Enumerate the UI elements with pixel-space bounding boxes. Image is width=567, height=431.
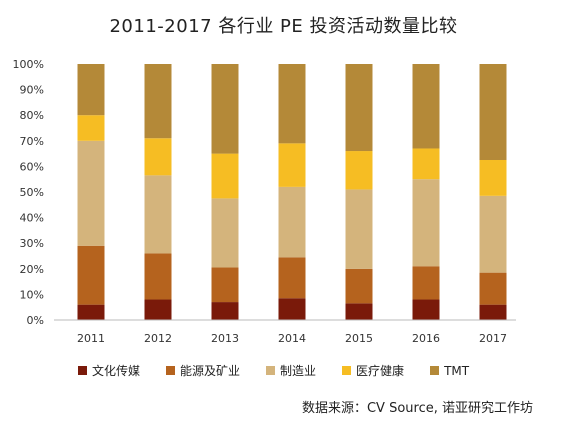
y-tick-label: 10%: [20, 288, 44, 301]
bar-segment-2015-s1: [345, 268, 373, 304]
bar-segment-2014-s4: [278, 64, 306, 144]
y-tick-label: 50%: [20, 186, 44, 199]
legend-item: 能源及矿业: [166, 362, 240, 379]
bar-segment-2011-s3: [77, 115, 105, 141]
legend-item: 制造业: [266, 362, 316, 379]
bar-segment-2016-s1: [412, 266, 440, 300]
legend-swatch: [78, 366, 87, 375]
bar-segment-2016-s4: [412, 64, 440, 149]
y-tick-label: 20%: [20, 263, 44, 276]
y-tick-label: 30%: [20, 237, 44, 250]
bar-segment-2011-s2: [77, 140, 105, 246]
source-note: 数据来源：CV Source, 诺亚研究工作坊: [301, 401, 533, 416]
legend: 文化传媒 能源及矿业 制造业 医疗健康 TMT: [78, 362, 469, 379]
bar-segment-2017-s1: [479, 272, 507, 305]
bar-segment-2013-s3: [211, 153, 239, 199]
legend-item: 文化传媒: [78, 362, 140, 379]
legend-swatch: [342, 366, 352, 375]
legend-label: 能源及矿业: [180, 364, 241, 378]
x-tick-label: 2017: [479, 332, 507, 345]
x-tick-label: 2012: [144, 332, 172, 345]
y-tick-label: 100%: [13, 58, 44, 71]
x-tick-label: 2013: [211, 332, 239, 345]
legend-swatch: [166, 366, 176, 375]
bar-segment-2016-s0: [412, 299, 440, 320]
bar-segment-2012-s1: [144, 253, 172, 300]
x-tick-label: 2015: [345, 332, 373, 345]
bar-segment-2016-s2: [412, 179, 440, 267]
y-tick-label: 0%: [27, 314, 44, 327]
x-tick-label: 2011: [77, 332, 105, 345]
bar-segment-2015-s0: [345, 303, 373, 320]
bar-segment-2013-s0: [211, 302, 239, 320]
legend-item: TMT: [430, 364, 469, 378]
bar-segment-2014-s3: [278, 143, 306, 187]
legend-label: 文化传媒: [92, 364, 141, 378]
bar-segment-2017-s4: [479, 64, 507, 160]
bar-segment-2017-s0: [479, 304, 507, 320]
bar-segment-2013-s2: [211, 198, 239, 268]
legend-swatch: [266, 366, 276, 375]
chart-title: 2011-2017 各行业 PE 投资活动数量比较: [109, 16, 458, 37]
bar-segment-2011-s1: [77, 245, 105, 305]
bar-segment-2017-s3: [479, 160, 507, 196]
bar-segment-2012-s3: [144, 138, 172, 176]
bar-segment-2017-s2: [479, 195, 507, 273]
legend-label: TMT: [444, 363, 470, 378]
y-tick-label: 80%: [20, 109, 44, 122]
bar-segment-2015-s3: [345, 151, 373, 190]
bar-segment-2012-s0: [144, 299, 172, 320]
bar-segment-2012-s2: [144, 175, 172, 254]
y-tick-label: 60%: [20, 160, 44, 173]
legend-swatch: [430, 366, 440, 375]
y-tick-label: 40%: [20, 212, 44, 225]
legend-label: 医疗健康: [356, 364, 405, 378]
bar-segment-2013-s4: [211, 64, 239, 154]
bar-segment-2014-s0: [278, 298, 306, 320]
legend-item: 医疗健康: [342, 362, 404, 379]
bar-segment-2015-s4: [345, 64, 373, 152]
y-tick-label: 70%: [20, 135, 44, 148]
bar-segment-2016-s3: [412, 148, 440, 180]
bar-segment-2012-s4: [144, 64, 172, 139]
bar-segment-2014-s2: [278, 186, 306, 258]
bar-segment-2011-s0: [77, 304, 105, 320]
legend-label: 制造业: [280, 364, 317, 378]
y-tick-label: 90%: [20, 84, 44, 97]
bar-segment-2015-s2: [345, 189, 373, 269]
x-tick-label: 2016: [412, 332, 440, 345]
bar-segment-2011-s4: [77, 64, 105, 116]
bar-segment-2013-s1: [211, 267, 239, 303]
bar-segment-2014-s1: [278, 257, 306, 299]
x-tick-label: 2014: [278, 332, 306, 345]
